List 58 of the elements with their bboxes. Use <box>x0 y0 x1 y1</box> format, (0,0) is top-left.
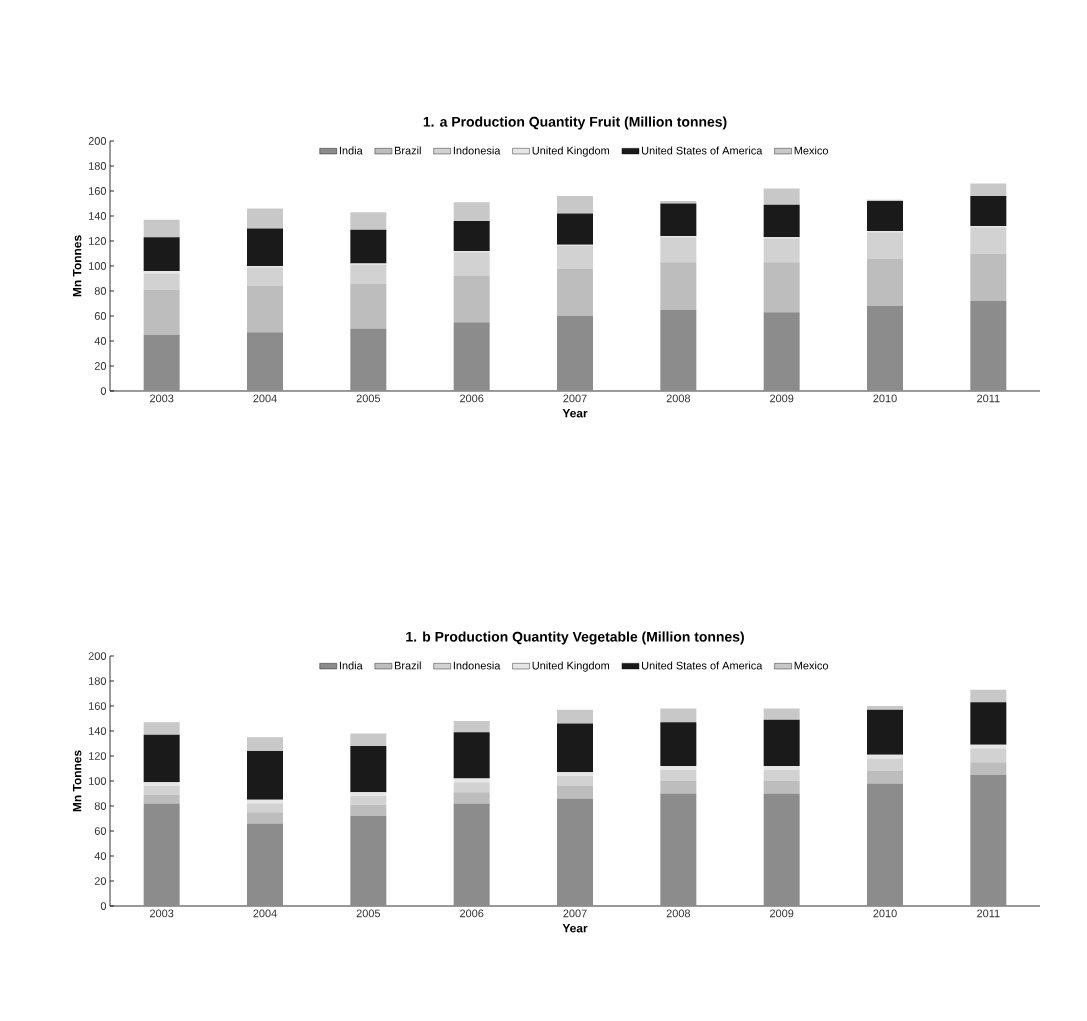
legend-label: Mexico <box>794 661 829 670</box>
x-tick-label: 2007 <box>563 909 587 918</box>
y-tick-label: 60 <box>94 827 107 835</box>
y-tick-label: 60 <box>94 312 107 320</box>
legend-label: India <box>339 661 363 670</box>
y-tick-label: 200 <box>88 137 107 145</box>
y-tick-label: 80 <box>94 802 107 810</box>
x-axis-title: Year <box>562 924 588 933</box>
x-tick-label: 2008 <box>666 394 691 403</box>
y-tick-label: 160 <box>89 187 107 195</box>
legend-label: United Kingdom <box>532 146 610 157</box>
y-tick-label: 160 <box>89 702 107 710</box>
legend-label: United Kingdom <box>532 661 610 672</box>
x-tick-label: 2009 <box>770 394 794 403</box>
x-axis-title: Year <box>562 409 588 418</box>
y-tick-label: 120 <box>89 752 107 760</box>
legend-label: Indonesia <box>453 146 501 155</box>
x-tick-label: 2003 <box>150 394 174 403</box>
y-tick-label: 120 <box>89 237 107 245</box>
x-tick-label: 2009 <box>770 909 794 918</box>
y-tick-label: 20 <box>94 362 107 370</box>
x-tick-label: 2011 <box>977 394 1000 403</box>
y-tick-label: 0 <box>100 387 107 395</box>
chart-title: 1. b Production Quantity Vegetable (Million tonnes) <box>406 631 744 645</box>
chart-title: 1. a Production Quantity Fruit (Million tonnes) <box>423 116 727 130</box>
y-tick-label: 140 <box>89 727 107 735</box>
x-tick-label: 2004 <box>253 394 277 403</box>
legend-label: Indonesia <box>453 661 501 670</box>
y-tick-label: 200 <box>88 652 107 660</box>
legend-label: United States of America <box>642 661 763 670</box>
x-tick-label: 2007 <box>563 394 587 403</box>
x-tick-label: 2005 <box>356 394 381 403</box>
y-tick-label: 40 <box>94 337 107 345</box>
y-tick-label: 180 <box>89 677 107 685</box>
y-tick-label: 0 <box>100 902 107 910</box>
y-tick-label: 140 <box>89 212 107 220</box>
legend-label: United States of America <box>642 146 763 155</box>
legend-label: Brazil <box>394 146 421 155</box>
x-tick-label: 2008 <box>666 909 691 918</box>
x-tick-label: 2006 <box>460 909 484 918</box>
x-tick-label: 2011 <box>977 909 1000 918</box>
y-tick-label: 100 <box>89 777 107 785</box>
y-tick-label: 100 <box>89 262 107 270</box>
x-tick-label: 2010 <box>873 394 897 403</box>
legend-label: Brazil <box>394 661 421 670</box>
legend-label: India <box>339 146 363 155</box>
x-tick-label: 2005 <box>356 909 381 918</box>
x-tick-label: 2006 <box>460 394 484 403</box>
y-axis-title: Mn Tonnes <box>73 235 82 297</box>
y-tick-label: 80 <box>94 287 107 295</box>
y-tick-label: 40 <box>94 852 107 860</box>
y-tick-label: 180 <box>89 162 107 170</box>
x-tick-label: 2003 <box>150 909 174 918</box>
x-tick-label: 2010 <box>873 909 897 918</box>
y-tick-label: 20 <box>94 877 107 885</box>
legend-label: Mexico <box>794 146 829 155</box>
y-axis-title: Mn Tonnes <box>73 750 82 812</box>
x-tick-label: 2004 <box>253 909 277 918</box>
